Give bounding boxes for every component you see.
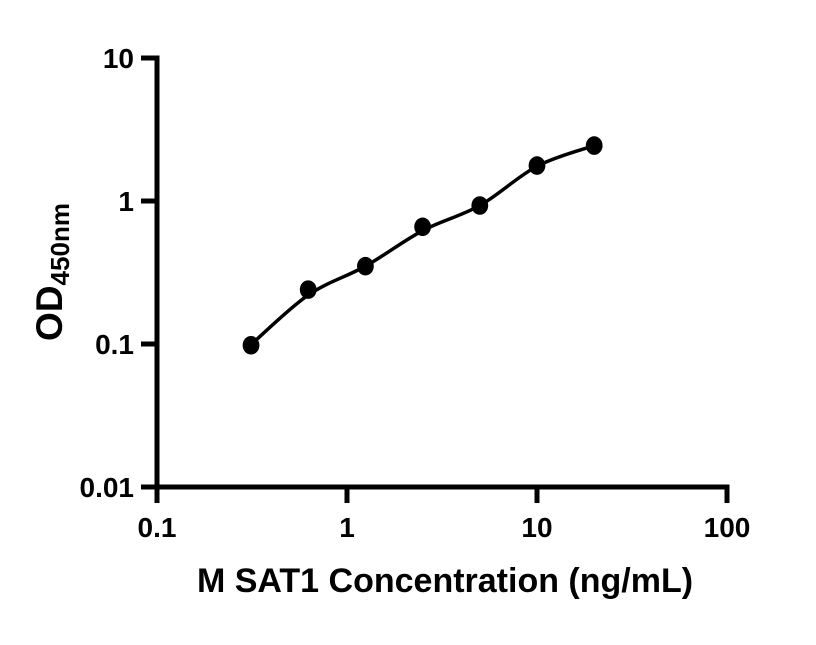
- data-point-marker: [357, 256, 374, 276]
- data-point-marker: [414, 217, 432, 237]
- x-tick-label: 0.1: [138, 512, 177, 543]
- x-axis-tick-labels: 0.1 1 10 100: [138, 512, 751, 543]
- x-axis-title: M SAT1 Concentration (ng/mL): [197, 562, 693, 600]
- data-point-marker: [299, 280, 317, 299]
- x-tick-label: 1: [339, 512, 355, 543]
- y-tick-label: 10: [103, 43, 134, 74]
- data-point-marker: [242, 335, 260, 355]
- y-tick-label: 1: [118, 186, 134, 217]
- y-axis-ticks: [141, 55, 157, 490]
- x-tick-label: 10: [521, 512, 552, 543]
- x-axis-ticks: [154, 487, 730, 503]
- y-tick-label: 0.1: [95, 329, 134, 360]
- data-point-marker: [528, 156, 546, 175]
- y-axis-title: OD450nm: [29, 203, 75, 341]
- fit-curve-line: [249, 143, 595, 346]
- y-axis-title-main: OD: [29, 285, 70, 341]
- data-points: [242, 136, 603, 355]
- x-tick-label: 100: [704, 512, 751, 543]
- data-point-marker: [585, 136, 603, 155]
- data-point-marker: [471, 196, 489, 215]
- y-axis-tick-labels: 10 1 0.1 0.01: [80, 43, 135, 503]
- y-tick-label: 0.01: [80, 472, 135, 503]
- y-axis-title-subscript: 450nm: [45, 203, 75, 285]
